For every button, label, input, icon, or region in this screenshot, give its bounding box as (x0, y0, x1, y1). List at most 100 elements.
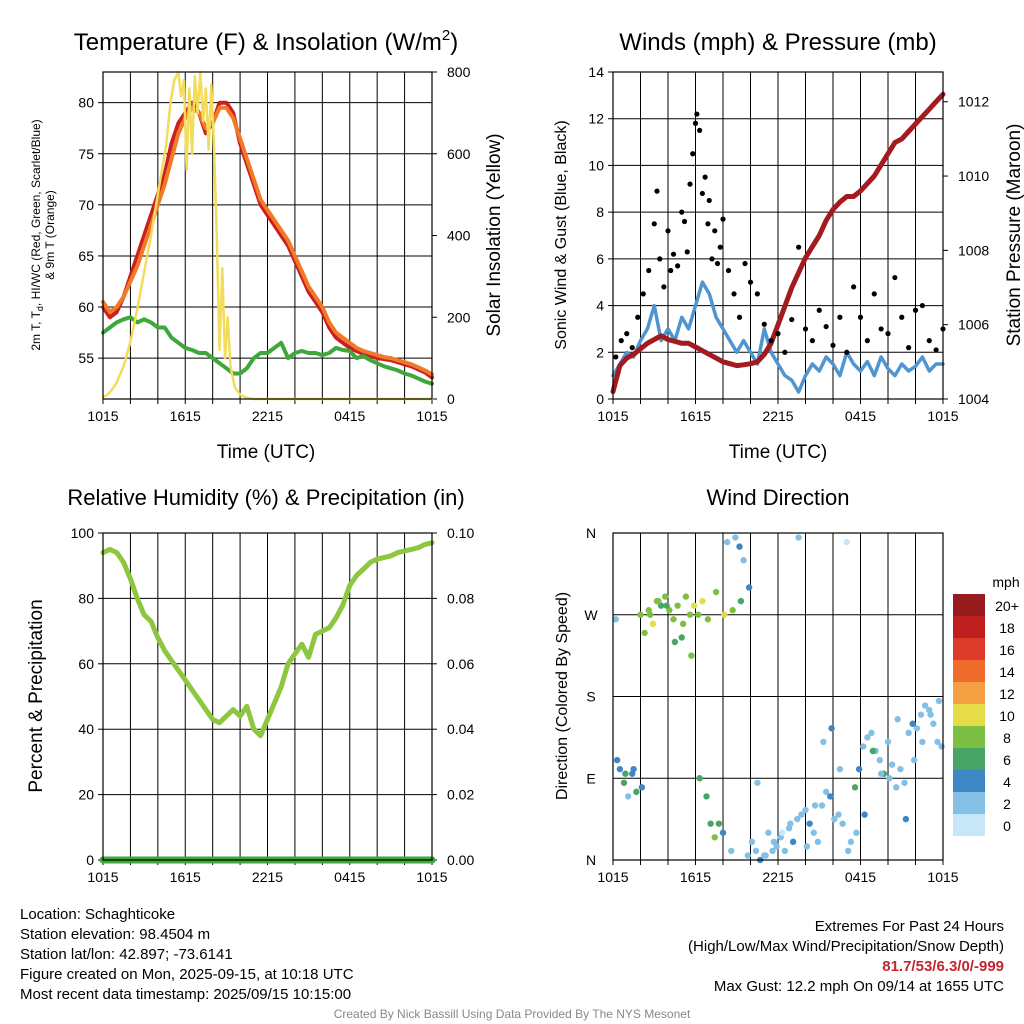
direction-point (913, 725, 921, 732)
y-tick-label: 65 (78, 248, 94, 264)
direction-point (712, 588, 720, 596)
gust-point (670, 251, 677, 257)
x-tick-label: 2215 (762, 869, 793, 885)
x-tick-label: 1615 (680, 408, 711, 424)
direction-point (802, 806, 809, 814)
colorbar-swatch (953, 682, 985, 704)
gust-point (731, 291, 737, 297)
gust-point (635, 314, 641, 320)
direction-point (909, 720, 916, 727)
direction-point (723, 538, 731, 546)
direction-point (671, 638, 679, 646)
plot-frame (102, 71, 433, 400)
gust-point (906, 345, 912, 351)
temperature-ylabel-left-line2: & 9m T (Orange) (43, 190, 57, 280)
x-tick-label: 1015 (597, 408, 628, 424)
direction-point (884, 738, 892, 746)
direction-point (864, 734, 871, 741)
direction-point (762, 852, 769, 859)
direction-point (855, 765, 863, 773)
direction-point (699, 597, 706, 605)
right-tick-label: 0 (447, 391, 455, 407)
direction-point (787, 820, 794, 827)
gust-point (668, 267, 674, 274)
direction-point (831, 815, 838, 823)
station-info: Location: Schaghticoke Station elevation… (20, 905, 354, 1005)
gust-point (681, 218, 688, 225)
gust-point (742, 260, 748, 267)
y-tick-label: 55 (78, 350, 94, 366)
direction-point (696, 775, 703, 782)
gust-point (851, 284, 857, 290)
y-tick-label: N (586, 852, 596, 868)
direction-point (719, 829, 727, 836)
gust-point (717, 244, 723, 250)
x-tick-label: 1015 (87, 408, 118, 424)
right-tick-label: 0.06 (447, 656, 474, 672)
gust-point (857, 314, 864, 320)
gust-point (709, 256, 715, 262)
direction-point (745, 584, 753, 591)
direction-point (646, 611, 654, 618)
direction-point (778, 829, 786, 836)
colorbar-label: 0 (1003, 818, 1011, 834)
direction-point (927, 711, 934, 718)
gust-point (919, 302, 925, 309)
y-tick-label: S (586, 689, 595, 705)
direction-point (806, 820, 813, 827)
direction-point (886, 775, 893, 782)
direction-point (781, 847, 789, 855)
right-tick-label: 600 (447, 146, 471, 162)
direction-point (663, 602, 670, 609)
gust-point (697, 127, 703, 133)
gust-point (692, 120, 699, 126)
gust-point (885, 331, 891, 337)
gust-point (720, 216, 726, 222)
gust-point (624, 331, 630, 337)
humidity-title: Relative Humidity (%) & Precipitation (i… (67, 485, 464, 510)
colorbar-label: 4 (1003, 774, 1011, 790)
direction-point (633, 788, 640, 796)
direction-point (630, 765, 637, 773)
y-tick-label: 0 (596, 391, 604, 407)
direction-point (674, 602, 681, 609)
direction-point (612, 616, 619, 623)
relative_humidity-line (100, 540, 435, 739)
direction-point (828, 725, 835, 732)
direction-point (638, 784, 646, 791)
y-tick-label: 12 (588, 111, 604, 127)
direction-point (810, 829, 817, 836)
gust-point (694, 111, 700, 117)
gust-point (702, 174, 708, 180)
gust-point (640, 291, 646, 297)
temperature-title: Temperature (F) & Insolation (W/m2) (74, 27, 458, 56)
gust-point (933, 347, 939, 353)
dewpoint-line (101, 315, 434, 386)
direction-point (888, 761, 896, 768)
extremes-info: Extremes For Past 24 Hours (High/Low/Max… (688, 917, 1004, 997)
direction-point (935, 697, 943, 705)
direction-point (613, 756, 621, 764)
y-tick-label: N (586, 525, 596, 541)
x-tick-label: 1015 (927, 869, 958, 885)
direction-point (901, 779, 908, 786)
colorbar-label: 6 (1003, 752, 1011, 768)
x-tick-label: 1015 (416, 869, 447, 885)
direction-point (847, 838, 855, 846)
direction-point (861, 811, 868, 818)
direction-point (822, 788, 830, 796)
right-tick-label: 1008 (958, 242, 989, 258)
colorbar-label: 12 (999, 686, 1015, 702)
elevation-text: Station elevation: 98.4504 m (20, 926, 211, 943)
temperature-panel: Temperature (F) & Insolation (W/m2) Time… (29, 27, 505, 463)
x-tick-label: 1015 (597, 869, 628, 885)
gust-point (699, 190, 705, 197)
direction-point (876, 756, 883, 764)
gust-point (747, 279, 754, 285)
gust-point (912, 307, 919, 313)
direction-point (910, 756, 918, 764)
gust-point (809, 338, 815, 344)
direction-point (938, 743, 945, 750)
gust-point (878, 326, 884, 332)
direction-point (754, 779, 761, 786)
